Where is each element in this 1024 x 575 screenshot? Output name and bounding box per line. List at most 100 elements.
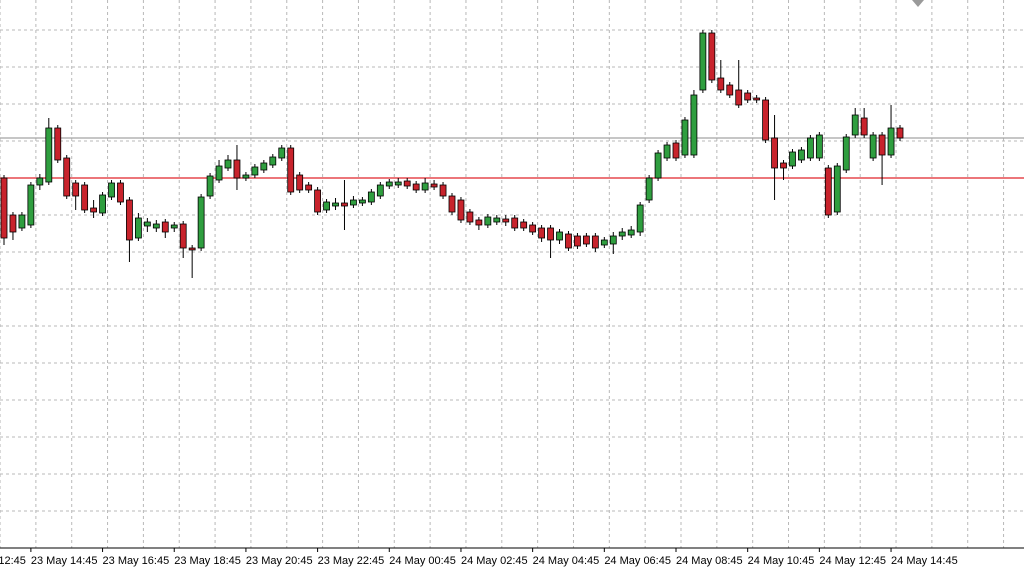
x-tick-label: 24 May 02:45: [461, 555, 528, 567]
candle-body: [457, 199, 465, 221]
candle-body: [493, 217, 501, 223]
candle-body: [591, 235, 599, 249]
candle-body: [511, 217, 519, 229]
candle-body: [323, 201, 330, 211]
candle-body: [0, 177, 8, 239]
candle-body: [54, 127, 62, 161]
candle-body: [609, 235, 617, 245]
candle-body: [753, 97, 761, 101]
candle-body: [242, 174, 250, 179]
candle-body: [896, 127, 904, 139]
candle-body: [807, 137, 814, 159]
candle-body: [108, 182, 115, 198]
candle-body: [188, 247, 196, 251]
candle-body: [367, 191, 375, 203]
candle-body: [448, 195, 456, 213]
candle-body: [305, 184, 313, 191]
candle-body: [869, 134, 877, 159]
candle-body: [233, 159, 241, 179]
candle-body: [296, 174, 304, 191]
candle-body: [143, 221, 151, 227]
candle-body: [18, 214, 26, 229]
candle-body: [161, 221, 169, 233]
x-tick-label: 23 May 12:45: [0, 555, 26, 567]
candle-body: [466, 211, 474, 223]
candle-body: [430, 183, 438, 188]
candle-body: [36, 177, 44, 186]
candle-body: [170, 224, 178, 229]
candle-body: [842, 136, 850, 171]
candle-body: [332, 202, 339, 207]
candle-body: [394, 181, 402, 186]
candle-body: [771, 137, 778, 169]
candle-body: [502, 218, 510, 223]
x-tick-label: 23 May 22:45: [318, 555, 385, 567]
candle-body: [484, 216, 492, 226]
candle-body: [851, 114, 859, 136]
candle-body: [520, 221, 528, 229]
candle-body: [224, 159, 232, 169]
candle-body: [403, 180, 411, 187]
x-tick-label: 23 May 16:45: [103, 555, 170, 567]
candle-body: [72, 182, 80, 197]
candle-body: [824, 167, 832, 216]
candle-body: [699, 32, 707, 91]
candle-body: [744, 92, 752, 101]
candle-body: [475, 219, 483, 226]
candle-body: [126, 199, 133, 241]
candle-body: [860, 117, 868, 136]
candle-body: [341, 202, 348, 207]
candle-body: [547, 227, 554, 241]
x-tick-label: 24 May 04:45: [533, 555, 600, 567]
candle-body: [538, 227, 545, 239]
candle-body: [358, 199, 366, 204]
candle-body: [672, 142, 680, 159]
candle-body: [690, 94, 698, 156]
candle-body: [583, 235, 590, 245]
candle-body: [789, 151, 796, 167]
candle-body: [206, 175, 214, 197]
candle-body: [376, 184, 384, 197]
candle-body: [762, 99, 769, 141]
x-tick-label: 24 May 08:45: [676, 555, 743, 567]
candle-body: [385, 181, 393, 187]
candle-body: [833, 165, 841, 213]
x-tick-label: 23 May 18:45: [174, 555, 241, 567]
candle-body: [260, 162, 268, 171]
x-tick-label: 23 May 20:45: [246, 555, 313, 567]
x-tick-label: 24 May 14:45: [891, 555, 958, 567]
candle-body: [278, 147, 286, 159]
candle-body: [600, 239, 608, 246]
candle-body: [439, 184, 447, 197]
candle-body: [798, 149, 805, 161]
candle-body: [134, 217, 142, 239]
candle-body: [565, 233, 572, 249]
candle-body: [287, 147, 295, 193]
candle-body: [815, 134, 823, 159]
candle-body: [99, 194, 106, 214]
candle-body: [215, 165, 223, 181]
candle-body: [269, 156, 277, 166]
candle-body: [421, 182, 429, 191]
candle-body: [350, 199, 357, 206]
candle-body: [63, 157, 71, 197]
candle-body: [681, 119, 689, 156]
candle-body: [27, 184, 35, 226]
candle-body: [618, 231, 626, 237]
candle-body: [9, 214, 17, 233]
candle-body: [627, 229, 635, 236]
x-tick-label: 24 May 00:45: [389, 555, 456, 567]
candle-body: [708, 32, 716, 81]
candle-body: [152, 223, 160, 229]
x-tick-label: 24 May 06:45: [604, 555, 671, 567]
x-tick-label: 24 May 12:45: [819, 555, 886, 567]
candle-body: [735, 89, 743, 106]
candle-body: [887, 127, 895, 156]
candle-body: [878, 134, 886, 156]
candle-body: [574, 235, 581, 247]
candle-body: [90, 207, 97, 213]
candle-body: [412, 183, 420, 191]
candle-body: [780, 162, 787, 169]
